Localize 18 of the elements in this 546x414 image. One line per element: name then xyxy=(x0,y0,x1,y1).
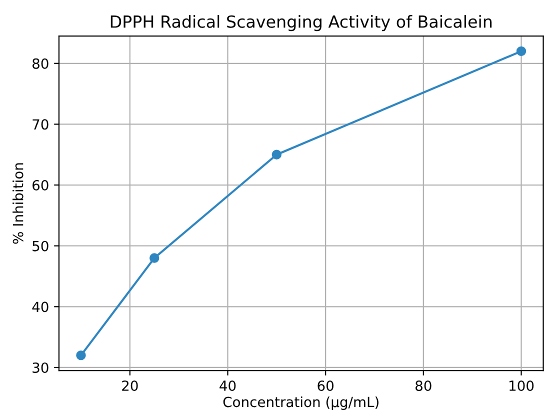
x-tick-label: 100 xyxy=(510,380,534,392)
chart-title: DPPH Radical Scavenging Activity of Baicalein xyxy=(110,15,492,32)
y-tick-label: 30 xyxy=(32,362,48,373)
point xyxy=(76,350,86,360)
x-axis-title: Concentration (µg/mL) xyxy=(223,396,378,410)
x-tick-label: 20 xyxy=(122,380,138,392)
y-tick-label: 70 xyxy=(32,119,48,130)
point xyxy=(516,46,526,56)
y-tick-label: 80 xyxy=(32,58,48,69)
y-tick-label: 50 xyxy=(32,240,48,252)
x-tick-label: 80 xyxy=(416,380,432,392)
y-axis-title: % Inhibition xyxy=(12,163,24,244)
x-tick-label: 40 xyxy=(220,380,236,392)
x-tick-label: 60 xyxy=(318,380,334,392)
y-tick-label: 40 xyxy=(32,302,48,312)
y-tick-label: 60 xyxy=(32,180,48,190)
point xyxy=(272,150,282,160)
point xyxy=(150,253,160,263)
